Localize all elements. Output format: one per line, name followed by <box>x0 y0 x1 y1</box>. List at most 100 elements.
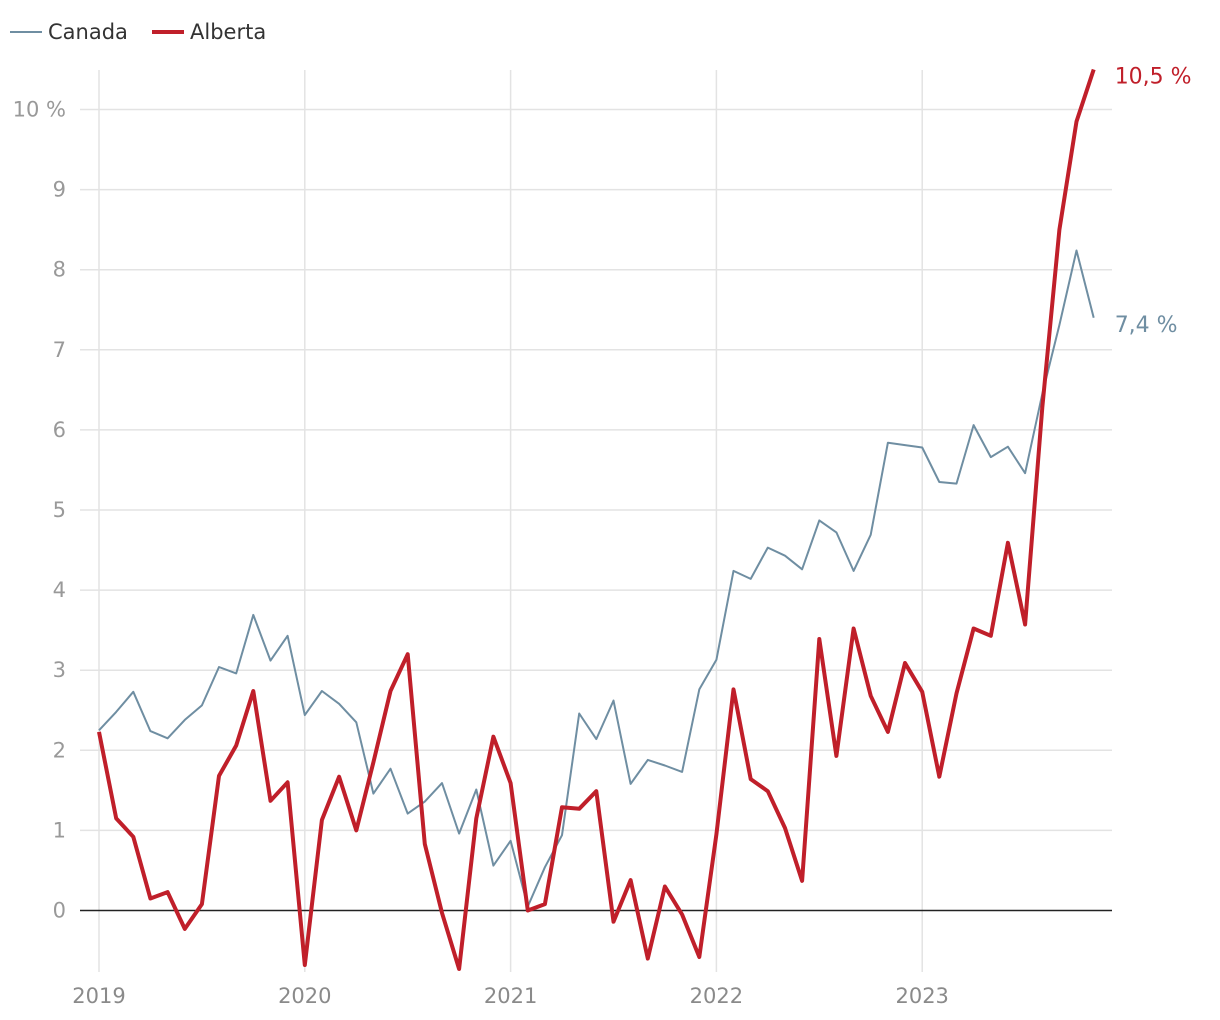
data-point-alberta <box>1006 541 1010 545</box>
y-tick-label: 1 <box>53 818 66 842</box>
data-point-alberta <box>354 828 358 832</box>
y-tick-label: 10 % <box>13 98 66 122</box>
data-point-canada <box>852 569 856 573</box>
data-point-canada <box>629 782 633 786</box>
data-point-canada <box>114 710 118 714</box>
data-point-canada <box>1040 392 1044 396</box>
y-axis-ticks: 0 1 2 3 4 5 6 7 8 9 10 % <box>13 98 66 923</box>
data-point-alberta <box>183 927 187 931</box>
data-point-alberta <box>1040 406 1044 410</box>
legend: Canada Alberta <box>10 20 266 44</box>
data-point-canada <box>646 758 650 762</box>
y-tick-label: 9 <box>53 178 66 202</box>
data-point-alberta <box>509 781 513 785</box>
data-point-canada <box>560 833 564 837</box>
data-point-canada <box>509 839 513 843</box>
end-label-canada: 7,4 % <box>1115 313 1178 338</box>
data-point-alberta <box>663 885 667 889</box>
data-point-canada <box>714 658 718 662</box>
data-point-canada <box>1057 323 1061 327</box>
data-point-canada <box>937 480 941 484</box>
data-point-canada <box>166 736 170 740</box>
y-tick-label: 5 <box>53 498 66 522</box>
data-point-alberta <box>440 911 444 915</box>
data-point-alberta <box>131 835 135 839</box>
x-tick-label: 2021 <box>484 984 537 1008</box>
data-point-canada <box>183 718 187 722</box>
data-point-alberta <box>97 730 101 734</box>
data-point-canada <box>1006 445 1010 449</box>
series-line-alberta <box>97 68 1096 971</box>
data-point-alberta <box>732 687 736 691</box>
data-point-canada <box>869 533 873 537</box>
y-tick-label: 2 <box>53 738 66 762</box>
data-point-alberta <box>234 744 238 748</box>
data-point-canada <box>440 781 444 785</box>
data-point-alberta <box>371 760 375 764</box>
data-point-alberta <box>766 789 770 793</box>
y-gridlines <box>80 108 1112 832</box>
data-point-alberta <box>937 775 941 779</box>
data-point-alberta <box>406 652 410 656</box>
data-point-alberta <box>783 826 787 830</box>
x-tick-label: 2022 <box>690 984 743 1008</box>
data-point-canada <box>1075 249 1079 253</box>
data-point-alberta <box>114 816 118 820</box>
legend-label-alberta: Alberta <box>190 20 266 44</box>
data-point-canada <box>286 634 290 638</box>
data-point-alberta <box>286 780 290 784</box>
data-point-alberta <box>800 879 804 883</box>
data-point-alberta <box>1057 228 1061 232</box>
data-point-alberta <box>646 957 650 961</box>
data-point-canada <box>697 687 701 691</box>
data-point-alberta <box>749 777 753 781</box>
data-point-canada <box>354 720 358 724</box>
data-point-canada <box>491 864 495 868</box>
data-point-alberta <box>903 661 907 665</box>
data-point-canada <box>612 699 616 703</box>
data-point-alberta <box>869 694 873 698</box>
data-point-canada <box>1092 316 1096 320</box>
x-axis-ticks: 2019 2020 2021 2022 2023 <box>72 984 949 1008</box>
data-point-alberta <box>423 842 427 846</box>
y-tick-label: 7 <box>53 338 66 362</box>
data-point-canada <box>834 530 838 534</box>
data-point-alberta <box>577 807 581 811</box>
data-point-canada <box>663 764 667 768</box>
data-point-canada <box>251 613 255 617</box>
data-point-canada <box>783 554 787 558</box>
series-points-alberta <box>97 68 1096 972</box>
data-point-canada <box>886 441 890 445</box>
data-point-alberta <box>303 963 307 967</box>
x-tick-label: 2019 <box>72 984 125 1008</box>
data-point-alberta <box>543 902 547 906</box>
end-label-alberta: 10,5 % <box>1115 64 1192 89</box>
data-point-alberta <box>920 690 924 694</box>
data-point-canada <box>371 792 375 796</box>
data-point-canada <box>920 446 924 450</box>
data-point-alberta <box>714 832 718 836</box>
data-point-alberta <box>457 967 461 971</box>
y-tick-label: 8 <box>53 258 66 282</box>
data-point-alberta <box>697 955 701 959</box>
data-point-alberta <box>680 913 684 917</box>
x-tick-label: 2023 <box>895 984 948 1008</box>
data-point-alberta <box>886 730 890 734</box>
data-point-alberta <box>972 627 976 631</box>
data-point-alberta <box>612 920 616 924</box>
data-point-alberta <box>852 627 856 631</box>
data-point-canada <box>972 423 976 427</box>
legend-label-canada: Canada <box>48 20 128 44</box>
data-point-canada <box>903 443 907 447</box>
data-point-alberta <box>955 691 959 695</box>
y-tick-label: 0 <box>53 899 66 923</box>
data-point-canada <box>817 518 821 522</box>
data-point-canada <box>474 788 478 792</box>
series-points-canada <box>97 249 1096 909</box>
data-point-canada <box>234 671 238 675</box>
data-point-alberta <box>148 897 152 901</box>
y-tick-label: 3 <box>53 658 66 682</box>
data-point-alberta <box>560 805 564 809</box>
data-point-canada <box>389 767 393 771</box>
